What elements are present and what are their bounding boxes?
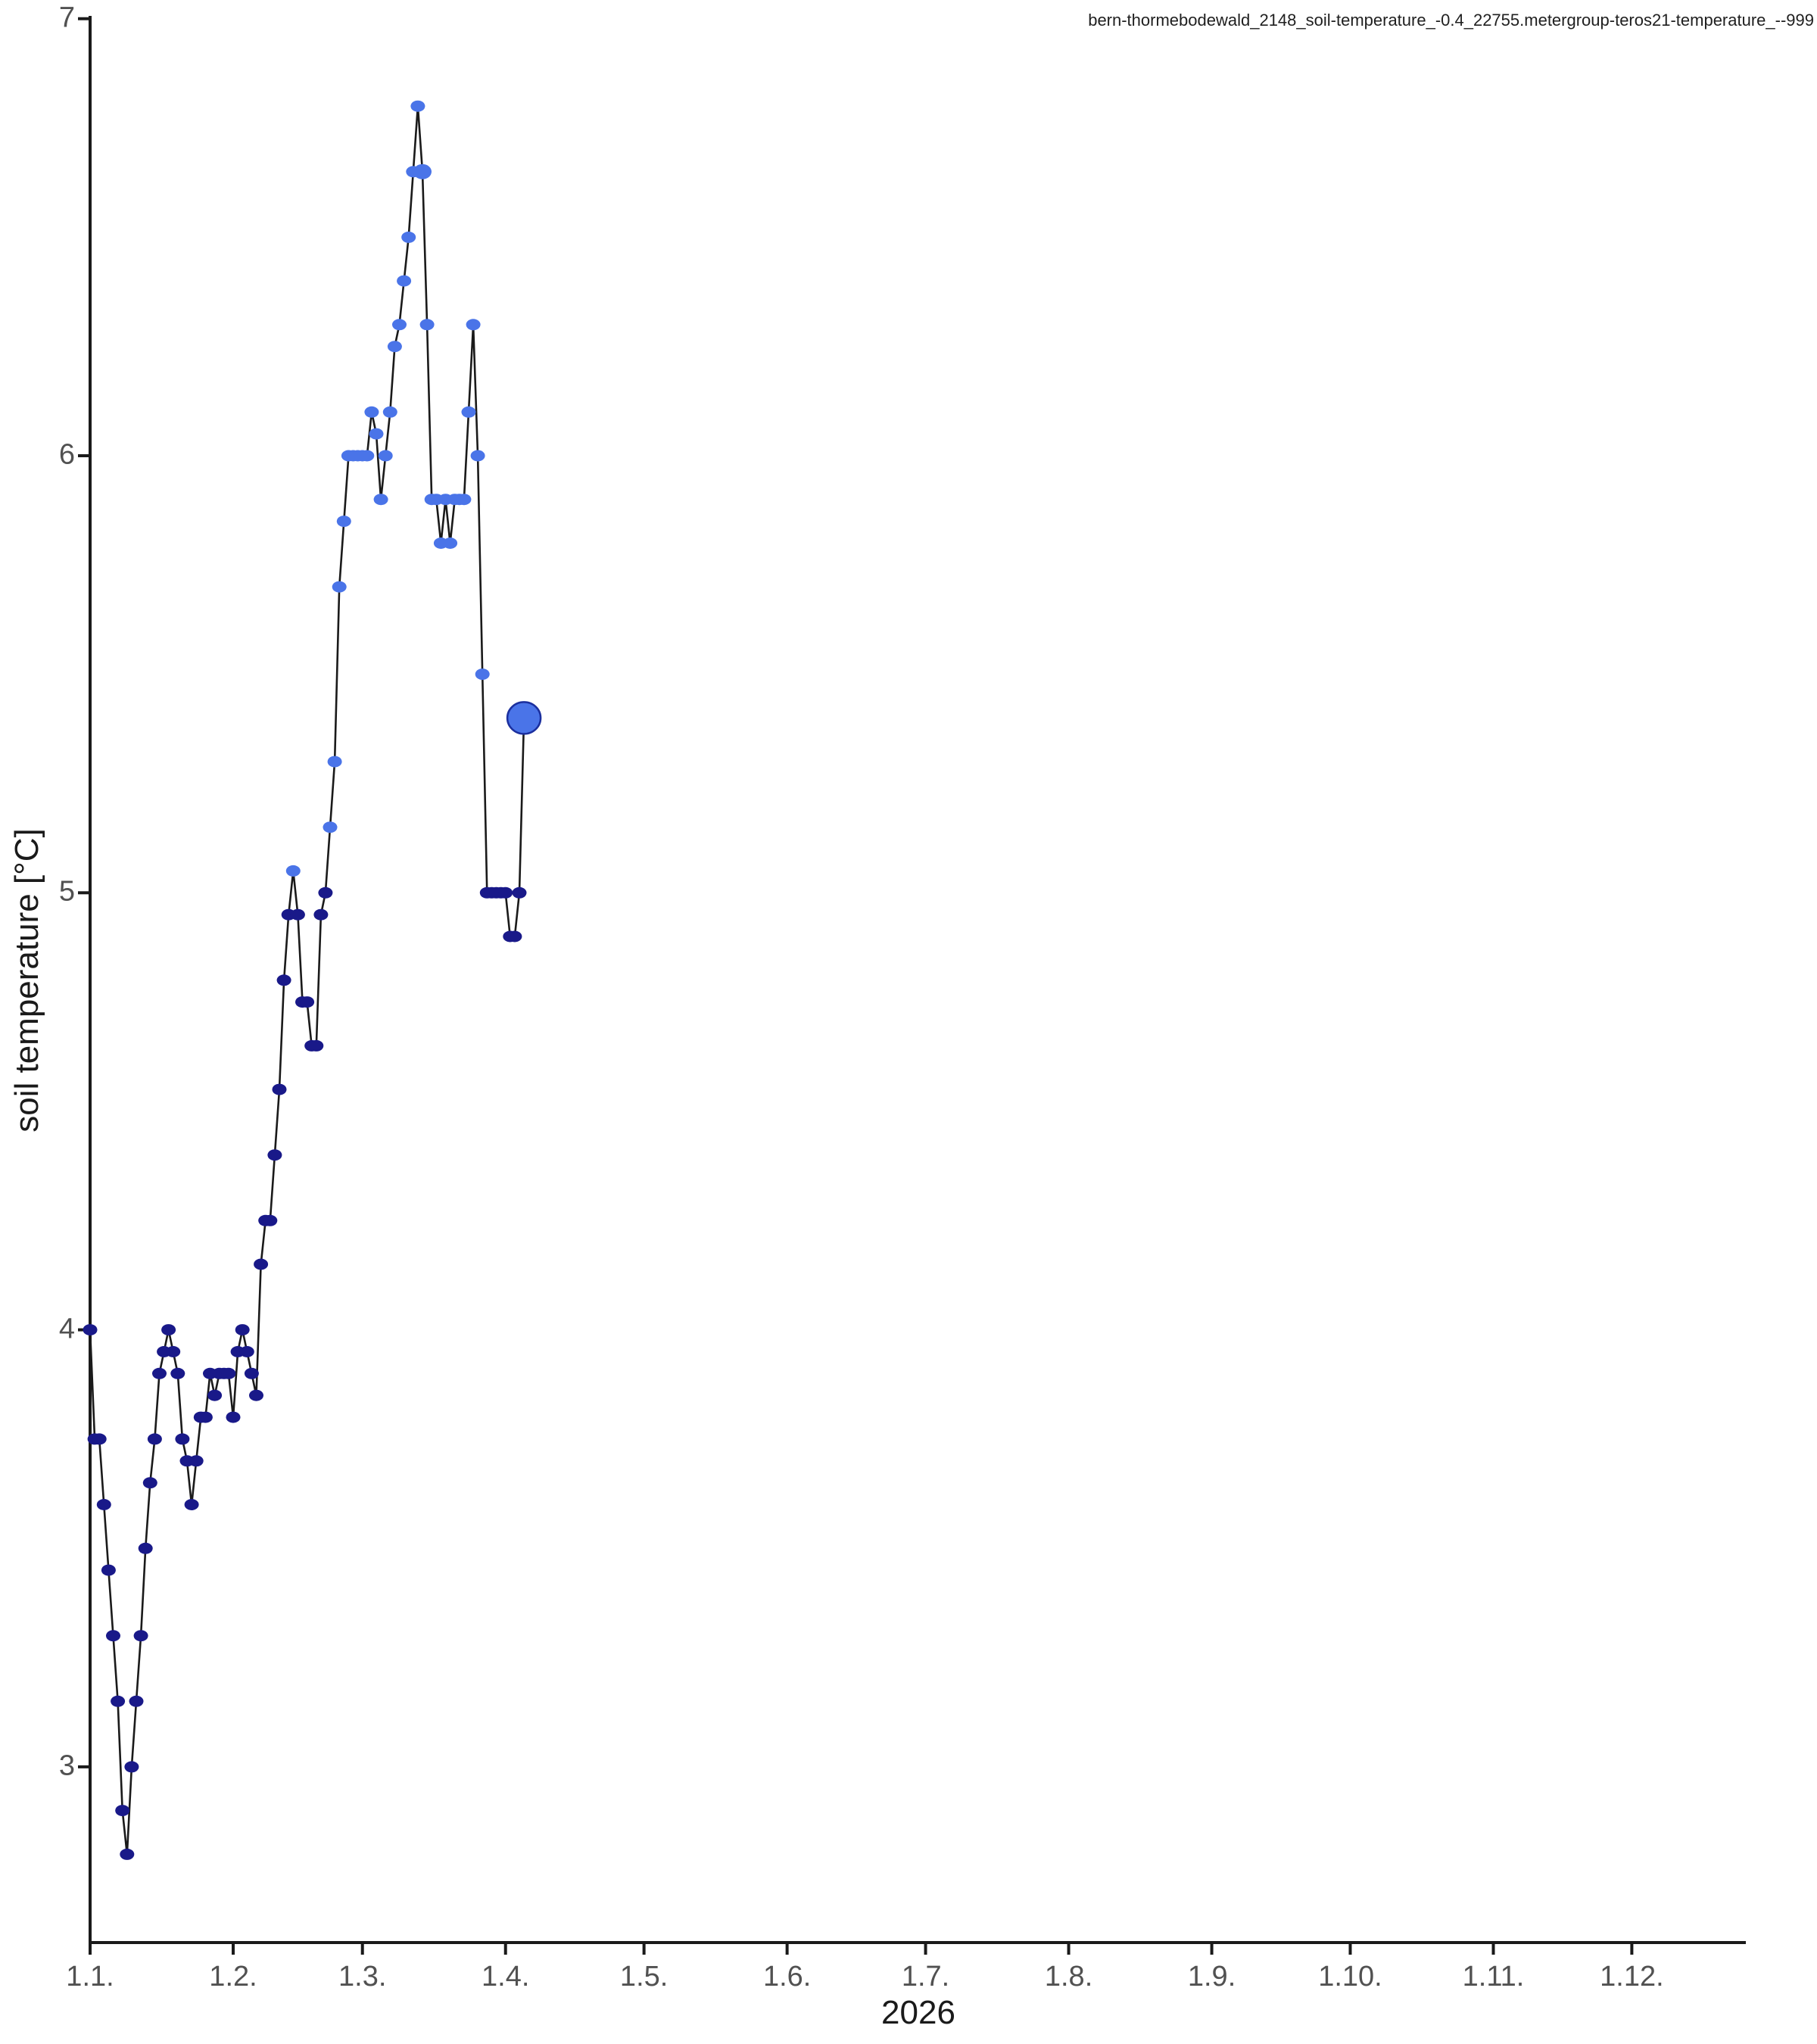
data-point[interactable] — [373, 494, 388, 506]
data-point[interactable] — [457, 494, 472, 506]
data-point[interactable] — [387, 341, 402, 353]
data-point[interactable] — [198, 1411, 213, 1423]
data-point[interactable] — [382, 406, 397, 418]
data-point[interactable] — [397, 275, 412, 287]
data-point[interactable] — [83, 1324, 98, 1336]
data-point[interactable] — [309, 1039, 324, 1052]
data-point[interactable] — [244, 1367, 259, 1379]
y-tick-label: 5 — [58, 875, 75, 908]
x-tick-label: 1.12. — [1600, 1961, 1664, 1993]
x-tick-label: 1.11. — [1462, 1961, 1525, 1993]
data-point[interactable] — [175, 1433, 190, 1445]
data-point[interactable] — [410, 100, 425, 112]
data-point[interactable] — [166, 1346, 181, 1357]
data-point[interactable] — [443, 537, 458, 549]
data-point[interactable] — [466, 319, 481, 331]
data-point[interactable] — [207, 1389, 223, 1401]
data-point[interactable] — [272, 1083, 287, 1095]
data-point[interactable] — [221, 1367, 236, 1379]
x-tick-label: 1.5. — [619, 1961, 669, 1993]
x-tick-label: 1.1. — [66, 1961, 114, 1993]
data-point[interactable] — [318, 886, 333, 899]
data-point[interactable] — [336, 516, 351, 528]
data-point[interactable] — [506, 701, 542, 735]
x-tick-label: 1.7. — [901, 1961, 950, 1993]
data-point[interactable] — [129, 1695, 144, 1707]
data-point[interactable] — [419, 319, 435, 331]
data-point[interactable] — [170, 1367, 185, 1379]
data-point[interactable] — [189, 1455, 204, 1467]
data-point[interactable] — [249, 1389, 263, 1401]
x-tick-label: 1.4. — [482, 1961, 530, 1993]
data-point[interactable] — [226, 1411, 241, 1423]
data-point[interactable] — [101, 1564, 116, 1576]
y-tick-label: 3 — [58, 1750, 75, 1782]
data-point[interactable] — [378, 450, 393, 462]
x-tick-label: 1.2. — [209, 1961, 257, 1993]
data-point[interactable] — [498, 886, 513, 899]
x-axis-year-label: 2026 — [881, 1994, 955, 2031]
data-point[interactable] — [360, 450, 375, 462]
data-point[interactable] — [300, 996, 315, 1008]
data-point[interactable] — [392, 319, 407, 331]
data-point[interactable] — [161, 1324, 176, 1336]
data-point[interactable] — [254, 1258, 269, 1270]
y-tick-label: 4 — [58, 1313, 75, 1345]
data-point[interactable] — [263, 1214, 278, 1226]
data-point[interactable] — [327, 756, 342, 768]
y-tick-label: 6 — [58, 438, 75, 471]
x-tick-label: 1.3. — [338, 1961, 387, 1993]
data-point[interactable] — [152, 1367, 167, 1379]
data-point[interactable] — [470, 450, 485, 462]
x-tick-label: 1.8. — [1044, 1961, 1093, 1993]
data-point[interactable] — [323, 821, 338, 833]
data-point[interactable] — [332, 581, 347, 593]
data-point[interactable] — [413, 164, 432, 179]
data-point[interactable] — [239, 1346, 254, 1357]
data-point[interactable] — [276, 974, 291, 986]
data-point[interactable] — [461, 406, 476, 418]
data-point[interactable] — [507, 930, 522, 943]
data-point[interactable] — [133, 1630, 148, 1642]
data-point[interactable] — [115, 1805, 130, 1817]
data-point[interactable] — [184, 1499, 199, 1510]
y-tick-label: 7 — [58, 2, 75, 34]
y-axis-title: soil temperature [°C] — [8, 828, 45, 1133]
data-point[interactable] — [106, 1630, 120, 1642]
data-point[interactable] — [138, 1542, 153, 1554]
data-point[interactable] — [235, 1324, 250, 1336]
data-point[interactable] — [313, 908, 329, 921]
x-tick-label: 1.9. — [1187, 1961, 1236, 1993]
data-point[interactable] — [111, 1695, 126, 1707]
data-point[interactable] — [142, 1477, 157, 1489]
data-point[interactable] — [124, 1761, 139, 1773]
data-point[interactable] — [475, 668, 490, 681]
data-point[interactable] — [285, 865, 301, 877]
data-point[interactable] — [290, 908, 305, 921]
data-point[interactable] — [267, 1149, 282, 1161]
data-point[interactable] — [92, 1433, 107, 1445]
x-tick-label: 1.10. — [1318, 1961, 1382, 1993]
data-point[interactable] — [369, 428, 384, 440]
data-point[interactable] — [364, 406, 379, 418]
data-point[interactable] — [512, 886, 527, 899]
data-point[interactable] — [96, 1499, 111, 1510]
data-point[interactable] — [401, 231, 416, 243]
chart-title: bern-thormebodewald_2148_soil-temperatur… — [1088, 11, 1814, 30]
data-line — [89, 106, 525, 1855]
data-point[interactable] — [120, 1848, 135, 1860]
data-point[interactable] — [147, 1433, 162, 1445]
x-tick-label: 1.6. — [762, 1961, 812, 1993]
